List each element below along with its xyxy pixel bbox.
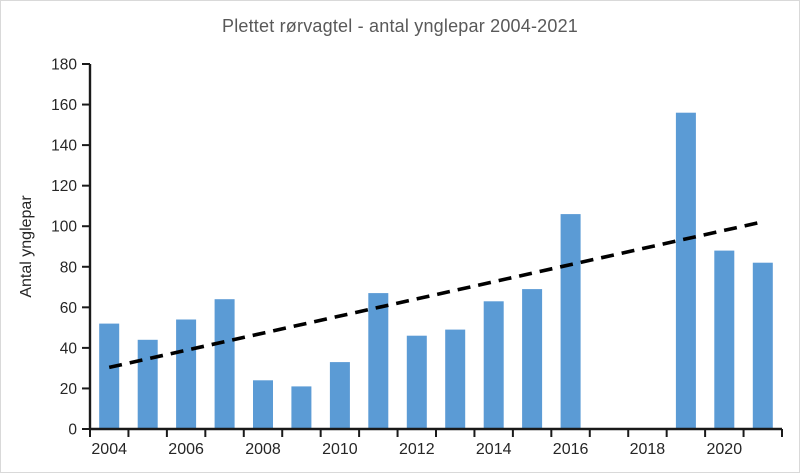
x-tick-label-2016: 2016: [553, 441, 589, 458]
bar-2020: [714, 250, 735, 429]
bar-2013: [445, 329, 466, 429]
y-tick-label: 60: [60, 300, 78, 317]
x-tick-label-2010: 2010: [322, 441, 358, 458]
x-tick-label-2014: 2014: [476, 441, 512, 458]
bar-2015: [522, 289, 543, 429]
x-tick-label-2008: 2008: [245, 441, 281, 458]
y-axis-title: Antal ynglepar: [18, 195, 35, 298]
bar-2005: [137, 339, 158, 429]
bar-2004: [99, 323, 120, 429]
bar-2011: [368, 293, 389, 429]
bar-2012: [406, 335, 427, 429]
bar-2021: [752, 262, 773, 429]
x-tick-label-2020: 2020: [707, 441, 743, 458]
trendline: [108, 220, 764, 370]
y-tick-label: 20: [60, 381, 78, 398]
bar-2008: [253, 380, 273, 429]
chart-title: Plettet rørvagtel - antal ynglepar 2004-…: [221, 16, 578, 36]
bar-2019: [675, 112, 696, 429]
y-tick-label: 100: [51, 219, 77, 236]
bar-2010: [329, 362, 350, 429]
bar-2009: [291, 386, 312, 429]
bar-2006: [176, 319, 197, 429]
x-tick-label-2004: 2004: [91, 441, 127, 458]
y-tick-label: 120: [51, 178, 77, 195]
y-tick-label: 180: [51, 57, 77, 74]
y-tick-label: 160: [51, 97, 77, 114]
x-tick-label-2012: 2012: [399, 441, 435, 458]
x-tick-label-2018: 2018: [630, 441, 666, 458]
y-tick-label: 40: [60, 340, 78, 357]
y-tick-label: 140: [51, 138, 77, 155]
bar-2007: [214, 299, 235, 429]
y-tick-label: 80: [60, 259, 78, 276]
y-tick-label: 0: [68, 422, 77, 439]
bar-2016: [560, 214, 581, 429]
bar-2014: [483, 301, 504, 430]
x-tick-label-2006: 2006: [168, 441, 204, 458]
